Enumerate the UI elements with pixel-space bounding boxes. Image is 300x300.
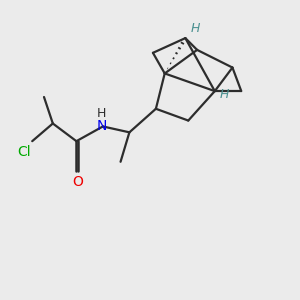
Text: N: N xyxy=(96,119,106,134)
Text: Cl: Cl xyxy=(17,145,31,159)
Text: H: H xyxy=(190,22,200,34)
Text: H: H xyxy=(220,88,230,100)
Text: H: H xyxy=(97,107,106,120)
Text: O: O xyxy=(72,175,83,189)
